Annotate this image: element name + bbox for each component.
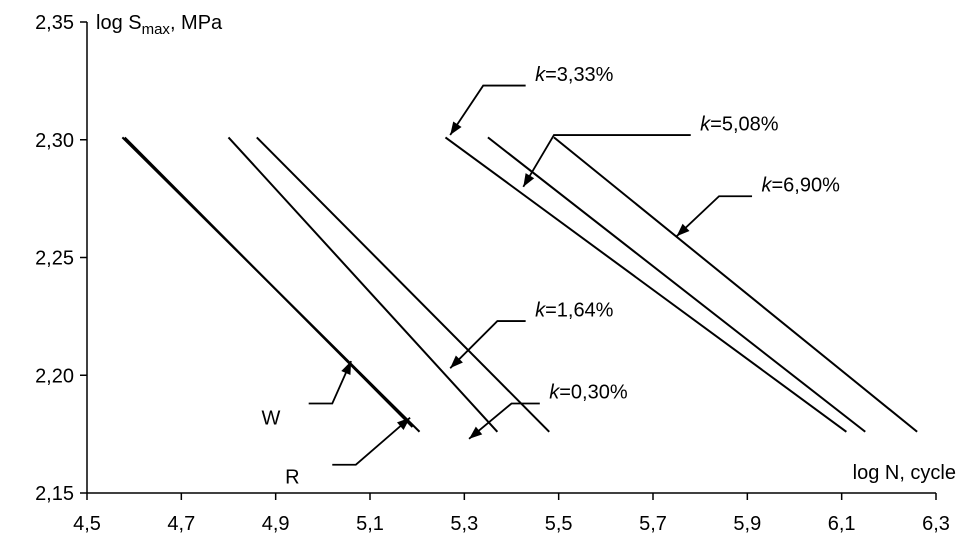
y-tick-label: 2,25 [35, 248, 74, 270]
annotation-label-k: k [549, 382, 560, 404]
x-tick-label: 5,9 [733, 513, 761, 535]
annotation-label-value: =6,90% [771, 174, 840, 196]
annotation-label: k=0,30% [549, 382, 628, 404]
annotation-label-k: k [761, 174, 772, 196]
annotation-pointer [675, 195, 753, 237]
annotation-label: k=1,64% [535, 299, 614, 321]
annotation: R [285, 416, 411, 489]
series-lines [121, 136, 918, 433]
annotation-label: k=3,33% [535, 64, 614, 86]
annotation-arrowhead [523, 173, 535, 187]
annotation: k=3,33% [449, 64, 614, 136]
y-tick-label: 2,20 [35, 365, 74, 387]
annotation-arrowhead [341, 361, 352, 376]
annotation: k=0,30% [468, 382, 628, 440]
annotation-pointer [468, 402, 540, 440]
annotation-arrowhead [396, 417, 411, 430]
annotation-label: W [262, 408, 281, 430]
annotation-arrowhead [676, 223, 690, 237]
annotation-label-k: k [700, 113, 711, 135]
annotation-pointer [449, 84, 526, 136]
annotation-arrowhead [450, 355, 463, 369]
x-tick-label: 5,5 [545, 513, 573, 535]
x-tick-label: 4,9 [262, 513, 290, 535]
x-tick-label: 5,7 [639, 513, 667, 535]
ticks: 4,5 4,7 4,9 5,1 5,3 5,5 5,7 5,9 6,1 6,3 2,15 2,20 2,… [35, 12, 950, 535]
annotation-label-value: =5,08% [710, 113, 779, 135]
series-line [256, 136, 550, 433]
y-axis-label-unit: , MPa [170, 12, 223, 34]
x-tick-label: 5,3 [450, 513, 478, 535]
annotation-label-value: =1,64% [545, 299, 614, 321]
x-tick-label: 5,1 [356, 513, 384, 535]
annotation: k=1,64% [449, 299, 614, 369]
annotation-label-k: k [535, 64, 546, 86]
annotations: k=3,33%k=5,08%k=6,90%k=1,64%k=0,30%WR [262, 64, 841, 489]
annotation-pointer [449, 320, 526, 369]
annotation: k=5,08% [522, 113, 779, 188]
series-line [487, 136, 866, 433]
y-tick-label: 2,15 [35, 483, 74, 505]
annotation: k=6,90% [675, 174, 840, 237]
x-tick-label: 6,1 [828, 513, 856, 535]
annotation-label-value: =0,30% [559, 382, 628, 404]
annotation-arrowhead [469, 426, 483, 439]
y-tick-label: 2,35 [35, 12, 74, 34]
series-line [444, 136, 847, 433]
x-tick-label: 4,5 [73, 513, 101, 535]
annotation-pointer [332, 416, 411, 466]
annotation: W [262, 360, 352, 430]
annotation-label-value: R [285, 467, 299, 489]
annotation-pointer [522, 134, 691, 188]
x-tick-label: 6,3 [922, 513, 950, 535]
series-line [227, 136, 499, 433]
annotation-arrowhead [450, 121, 462, 136]
annotation-label: k=6,90% [761, 174, 840, 196]
annotation-label: k=5,08% [700, 113, 779, 135]
x-axis-label: log N, cycle [853, 462, 956, 484]
series-line [124, 136, 414, 428]
y-tick-label: 2,30 [35, 130, 74, 152]
x-tick-label: 4,7 [167, 513, 195, 535]
annotation-label-value: W [262, 408, 281, 430]
y-axis-label: log Smax, MPa [96, 12, 223, 38]
annotation-label: R [285, 467, 299, 489]
y-axis-label-sub: max [142, 21, 171, 38]
axes [86, 22, 936, 494]
annotation-label-value: =3,33% [545, 64, 614, 86]
y-axis-label-main: log S [96, 12, 142, 34]
series-line [553, 136, 918, 433]
annotation-label-k: k [535, 299, 546, 321]
annotation-pointer [308, 360, 352, 405]
